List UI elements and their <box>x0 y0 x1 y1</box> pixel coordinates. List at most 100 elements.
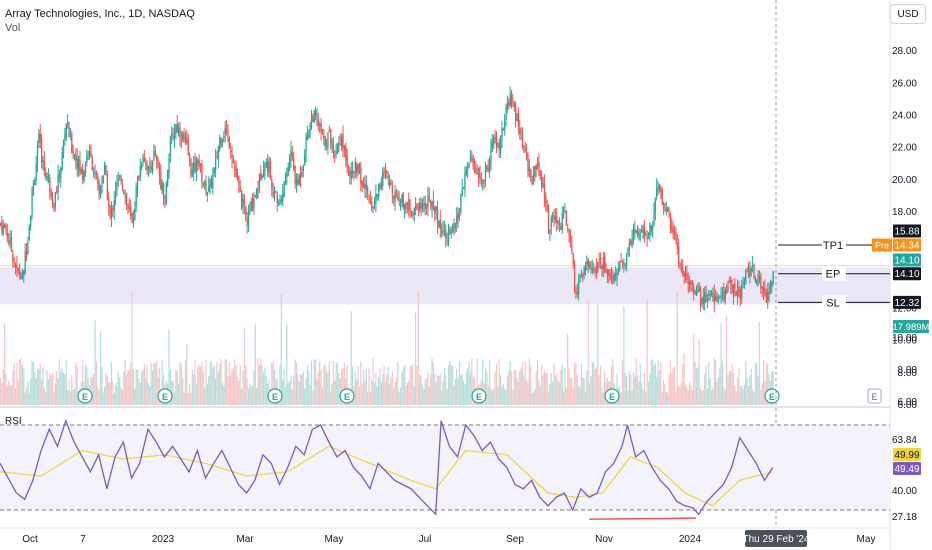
volume-bar <box>398 391 400 405</box>
candle-body <box>168 158 170 172</box>
candle-body <box>693 287 695 294</box>
candle-body <box>69 133 72 135</box>
last-price-badge: 14.10 <box>894 256 919 267</box>
candle-body <box>209 178 211 186</box>
volume-bar <box>264 368 266 405</box>
volume-bar <box>291 388 293 405</box>
volume-bar <box>261 365 263 405</box>
volume-bar <box>105 373 107 405</box>
candle-body <box>420 202 422 209</box>
volume-bar <box>262 372 265 405</box>
candle-body <box>324 136 326 146</box>
candle-body <box>731 284 733 293</box>
candle-body <box>504 122 506 130</box>
candle-body <box>258 173 261 189</box>
volume-bar <box>557 379 559 405</box>
volume-bar <box>212 367 214 405</box>
candle-body <box>206 191 209 196</box>
volume-bar <box>652 360 654 405</box>
candle-body <box>571 244 573 252</box>
last-price-badge-bg <box>893 253 921 267</box>
volume-bar <box>454 379 456 405</box>
candle-body <box>367 187 369 193</box>
candle-body <box>679 265 681 267</box>
candle-body <box>530 169 532 178</box>
candle-body <box>630 240 632 244</box>
candle-body <box>578 281 580 294</box>
candle-body <box>323 135 325 139</box>
volume-bar <box>197 366 199 405</box>
candle-body <box>416 203 418 208</box>
volume-bar <box>449 361 451 405</box>
volume-bar <box>413 386 415 405</box>
candle-body <box>349 170 351 176</box>
candle-body <box>642 225 644 234</box>
candle-body <box>60 168 62 179</box>
premarket-price-badge-bg <box>893 238 921 252</box>
candle-body <box>635 230 637 234</box>
volume-bar <box>178 383 180 405</box>
volume-bar <box>578 386 580 405</box>
volume-bar <box>35 378 37 405</box>
candle-body <box>201 164 203 184</box>
candle-body <box>221 139 224 146</box>
price-tick-label: 12.00 <box>892 303 917 314</box>
candle-body <box>202 186 204 188</box>
candle-body <box>745 270 747 283</box>
volume-tick-label: 6.00 <box>898 397 918 408</box>
volume-bar <box>536 359 539 405</box>
candle-body <box>645 234 647 236</box>
volume-bar <box>521 362 524 405</box>
volume-bar <box>594 368 596 405</box>
volume-legend-label[interactable]: Vol <box>5 22 21 34</box>
candle-body <box>246 217 248 226</box>
candle-body <box>609 274 611 278</box>
earnings-marker-label: E <box>272 392 278 402</box>
volume-bar <box>450 365 452 405</box>
volume-bar <box>547 391 550 405</box>
candle-body <box>97 176 99 184</box>
chart-title: Array Technologies, Inc., 1D, NASDAQ <box>5 8 195 20</box>
candle-body <box>508 102 510 105</box>
volume-bar <box>213 365 215 405</box>
candle-body <box>417 209 420 212</box>
volume-bar <box>476 358 478 405</box>
candle-body <box>702 296 705 305</box>
candle-body <box>436 209 439 226</box>
candle-body <box>535 166 537 170</box>
candle-body <box>746 271 748 273</box>
volume-bar <box>719 367 721 405</box>
volume-bar <box>46 369 48 405</box>
volume-bar <box>114 385 117 405</box>
volume-bar <box>384 381 387 405</box>
volume-bar <box>417 291 419 405</box>
candle-body <box>45 172 47 178</box>
volume-bar <box>383 366 385 405</box>
volume-bar <box>260 359 262 405</box>
candle-body <box>295 179 298 186</box>
candle-body <box>689 282 691 286</box>
candle-body <box>501 127 503 139</box>
candle-body <box>487 168 489 171</box>
volume-bar <box>110 361 113 405</box>
candle-body <box>308 134 310 138</box>
volume-bar <box>598 375 600 405</box>
candle-body <box>362 183 365 187</box>
candle-body <box>306 135 309 141</box>
volume-bar <box>93 373 95 405</box>
candle-body <box>697 290 699 292</box>
volume-bar <box>376 386 378 405</box>
premarket-price-badge: 14.34 <box>894 241 919 252</box>
candle-body <box>65 124 67 138</box>
volume-bar <box>131 291 133 405</box>
volume-bar <box>43 387 45 405</box>
volume-bar <box>487 385 489 405</box>
candle-body <box>593 269 595 272</box>
volume-bar <box>660 361 662 405</box>
candle-body <box>495 136 498 148</box>
volume-bar <box>761 382 763 405</box>
candle-body <box>604 254 606 272</box>
volume-bar <box>290 375 292 405</box>
volume-bar <box>665 392 667 405</box>
